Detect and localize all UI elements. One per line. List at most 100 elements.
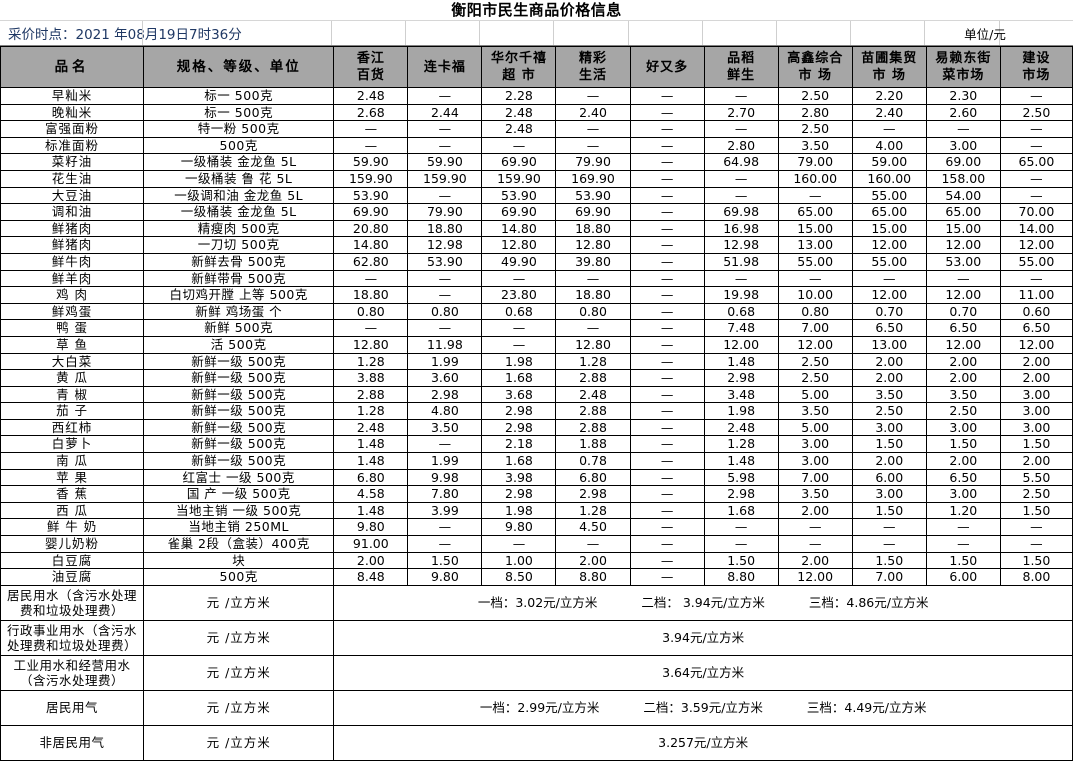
cell-price: 12.80 — [555, 335, 631, 354]
cell-price: 53.00 — [925, 252, 1001, 271]
cell-price: 0.80 — [407, 302, 483, 321]
cell-price: 59.00 — [851, 153, 927, 171]
cell-price: 16.98 — [703, 219, 779, 238]
cell-price: 15.00 — [925, 219, 1001, 238]
cell-price: 69.90 — [481, 153, 557, 171]
cell-product-spec: 一刀切 500克 — [143, 236, 335, 254]
cell-price: 3.00 — [777, 435, 853, 454]
cell-price: 0.80 — [777, 302, 853, 321]
cell-product-spec: 新鲜一级 500克 — [143, 352, 335, 371]
cell-price: 65.00 — [999, 153, 1073, 171]
cell-price: 0.68 — [481, 302, 557, 321]
cell-product-spec: 新鲜带骨 500克 — [143, 269, 335, 288]
cell-price: — — [999, 535, 1073, 553]
cell-price: — — [925, 535, 1001, 553]
table-header: 品名 规格、等级、单位 香江 百货 连卡福 华尔千禧超 市 精彩 生活 好又多 品稻… — [0, 46, 1073, 88]
cell-price: 3.00 — [999, 418, 1073, 437]
cell-price: 159.90 — [481, 169, 557, 188]
cell-price: 2.48 — [481, 120, 557, 138]
cell-price: 12.00 — [999, 236, 1073, 254]
column-header-haoyouduo: 好又多 — [629, 46, 705, 88]
column-header-liankafu: 连卡福 — [407, 46, 483, 88]
cell-price: 2.80 — [777, 103, 853, 122]
cell-price: 0.68 — [703, 302, 779, 321]
cell-price: 2.88 — [555, 418, 631, 437]
table-row: 白萝卜 新鲜一级 500克 1.48—2.18 1.88—1.28 3.00 1.50 1.… — [0, 435, 1073, 454]
cell-price: 3.00 — [999, 385, 1073, 404]
cell-price: — — [629, 535, 705, 553]
cell-price: — — [999, 186, 1073, 205]
cell-product-spec: 新鲜一级 500克 — [143, 402, 335, 420]
cell-price: — — [629, 153, 705, 171]
cell-price: 3.50 — [777, 136, 853, 155]
cell-price: — — [629, 369, 705, 387]
cell-price: — — [629, 352, 705, 371]
cell-price: 3.50 — [851, 385, 927, 404]
cell-price: 6.00 — [925, 568, 1001, 586]
cell-price: — — [703, 169, 779, 188]
cell-price: 1.48 — [333, 452, 409, 470]
cell-price: 6.50 — [999, 319, 1073, 337]
utility-row: 居民用气元 /立方米 一档：2.99元/立方米 二档：3.59元/立方米 三档：4.4… — [0, 689, 1073, 726]
cell-utility-name: 居民用水（含污水处理费和垃圾处理费） — [0, 584, 145, 621]
table-row: 鲜 牛 奶当地主销 250ML 9.80—9.80 4.50— — — — — — — [0, 518, 1073, 537]
utility-tier: 一档：3.02元/立方米 — [477, 595, 598, 611]
cell-price: 53.90 — [333, 186, 409, 205]
utility-tier: 一档：2.99元/立方米 — [479, 700, 600, 716]
cell-price: 12.00 — [925, 286, 1001, 304]
cell-price: 2.50 — [777, 352, 853, 371]
cell-utility-name: 工业用水和经营用水（含污水处理费） — [0, 654, 145, 691]
cell-price: — — [407, 535, 483, 553]
cell-product-name: 南 瓜 — [0, 452, 145, 470]
cell-price: 12.00 — [925, 335, 1001, 354]
column-header-gaoxin: 高鑫综合市 场 — [777, 46, 853, 88]
cell-product-spec: 新鲜一级 500克 — [143, 452, 335, 470]
utility-tier: 二档：3.59元/立方米 — [643, 700, 763, 716]
cell-price: — — [629, 418, 705, 437]
cell-price: 55.00 — [999, 252, 1073, 271]
cell-utility-unit: 元 /立方米 — [143, 654, 335, 691]
cell-price: — — [629, 269, 705, 288]
cell-price: 1.50 — [407, 551, 483, 570]
cell-price: 1.48 — [333, 501, 409, 520]
cell-price: — — [851, 535, 927, 553]
utility-tier: 三档：4.86元/立方米 — [808, 595, 929, 611]
cell-product-spec: 新鲜一级 500克 — [143, 385, 335, 404]
cell-price: 1.48 — [703, 452, 779, 470]
cell-price: 2.60 — [925, 103, 1001, 122]
cell-price: 6.00 — [851, 468, 927, 487]
cell-product-spec: 白切鸡开膛 上等 500克 — [143, 286, 335, 304]
cell-price: 15.00 — [777, 219, 853, 238]
cell-price: 70.00 — [999, 203, 1073, 221]
cell-price: 2.50 — [925, 402, 1001, 420]
cell-utility-value: 3.94元/立方米 — [333, 619, 1073, 656]
cell-utility-name: 行政事业用水（含污水处理费和垃圾处理费） — [0, 619, 145, 656]
cell-price: 2.00 — [925, 369, 1001, 387]
table-row: 鲜鸡蛋 新鲜 鸡场蛋 个 0.80 0.80 0.68 0.80—0.68 0.80 0.70… — [0, 302, 1073, 321]
cell-price: — — [925, 518, 1001, 537]
table-row: 鲜羊肉 新鲜带骨 500克 — — — — — — — — — — — [0, 269, 1073, 288]
cell-price: 1.20 — [925, 501, 1001, 520]
cell-price: — — [481, 319, 557, 337]
cell-price: 159.90 — [333, 169, 409, 188]
table-row: 香 蕉国 产 一级 500克 4.58 7.80 2.98 2.98—2.98 3.50 3… — [0, 485, 1073, 503]
cell-price: 19.98 — [703, 286, 779, 304]
table-row: 鲜牛肉 新鲜去骨 500克 62.80 53.90 49.90 39.80—51.98 55… — [0, 252, 1073, 271]
cell-price: 1.50 — [925, 551, 1001, 570]
cell-price: — — [481, 535, 557, 553]
cell-price: 0.60 — [999, 302, 1073, 321]
cell-price: 1.50 — [999, 501, 1073, 520]
cell-price: 11.98 — [407, 335, 483, 354]
price-table: 品名 规格、等级、单位 香江 百货 连卡福 华尔千禧超 市 精彩 生活 好又多 品稻… — [0, 46, 1073, 761]
cell-price: — — [629, 203, 705, 221]
cell-price: 2.50 — [777, 120, 853, 138]
cell-price: 4.50 — [555, 518, 631, 537]
cell-price: 1.98 — [703, 402, 779, 420]
cell-product-spec: 特一粉 500克 — [143, 120, 335, 138]
cell-utility-name: 居民用气 — [0, 689, 145, 726]
cell-price: 2.50 — [777, 369, 853, 387]
cell-product-spec: 新鲜 鸡场蛋 个 — [143, 302, 335, 321]
cell-price: — — [407, 120, 483, 138]
cell-price: — — [851, 120, 927, 138]
table-row: 白豆腐块 2.00 1.50 1.00 2.00—1.50 2.00 1.50 1.50 1.5… — [0, 551, 1073, 570]
